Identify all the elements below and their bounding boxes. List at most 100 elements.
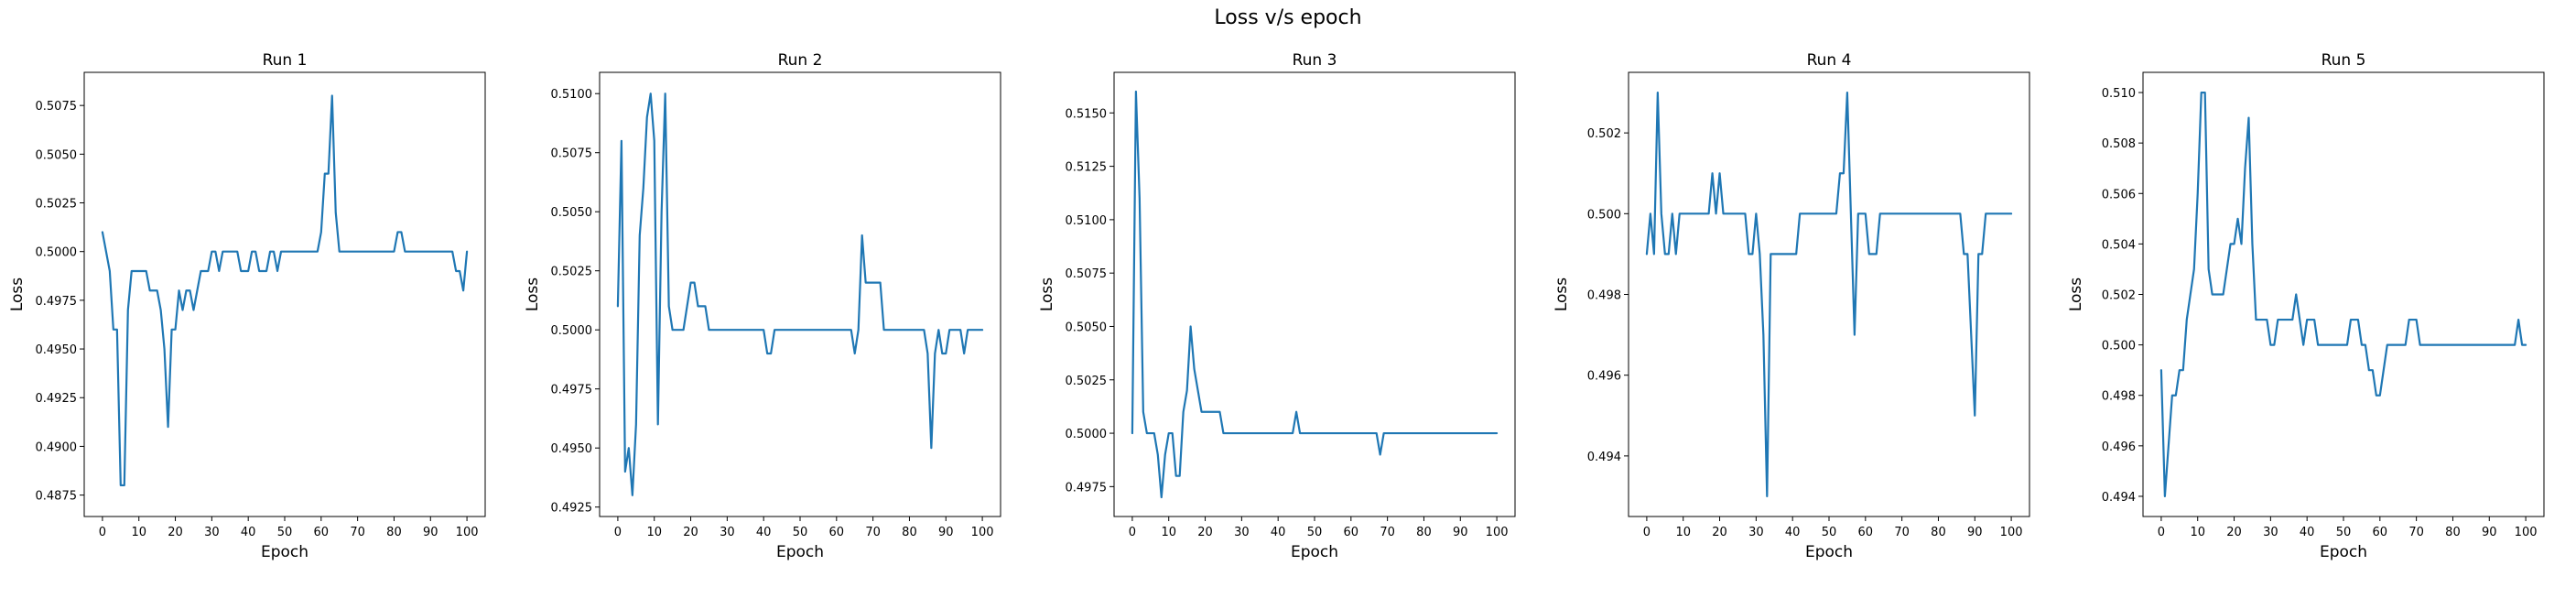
x-tick-label: 100	[1486, 526, 1509, 539]
y-tick-label: 0.5075	[36, 100, 78, 114]
y-tick-label: 0.4925	[36, 392, 78, 406]
y-tick-label: 0.5000	[36, 246, 78, 260]
x-axis-label: Epoch	[776, 543, 824, 561]
x-tick-label: 100	[971, 526, 994, 539]
x-tick-label: 10	[1675, 526, 1691, 539]
y-tick-label: 0.496	[1587, 370, 1621, 384]
x-tick-label: 10	[2190, 526, 2205, 539]
y-tick-label: 0.5075	[1066, 267, 1108, 281]
x-tick-label: 40	[756, 526, 772, 539]
x-tick-label: 50	[1307, 526, 1323, 539]
y-tick-label: 0.5050	[551, 206, 593, 220]
x-tick-label: 90	[1967, 526, 1983, 539]
y-tick-label: 0.498	[2102, 390, 2136, 404]
x-tick-label: 0	[1643, 526, 1651, 539]
subplot-run-2: Run 2 0 10 20 30 40 50 60 70 80 90 100 0.4925 0.4950 0…	[524, 51, 1001, 561]
x-tick-label: 80	[386, 526, 402, 539]
x-tick-label: 0	[99, 526, 106, 539]
y-tick-label: 0.500	[1587, 208, 1621, 222]
x-tick-label: 90	[938, 526, 954, 539]
y-axis-label: Loss	[1038, 277, 1056, 311]
x-axis-label: Epoch	[261, 543, 308, 561]
x-tick-label: 10	[646, 526, 662, 539]
y-tick-label: 0.5125	[1066, 161, 1108, 175]
series-line-loss	[101, 94, 469, 487]
axes-frame	[83, 71, 486, 517]
x-tick-label: 20	[1197, 526, 1213, 539]
y-tick-label: 0.5075	[551, 147, 593, 161]
x-tick-label: 100	[2515, 526, 2538, 539]
y-tick-label: 0.5100	[551, 88, 593, 102]
y-axis-label: Loss	[8, 277, 27, 311]
y-tick-label: 0.502	[2102, 289, 2136, 303]
y-tick-label: 0.502	[1587, 127, 1621, 141]
y-tick-label: 0.4950	[551, 442, 593, 456]
x-tick-label: 60	[2373, 526, 2388, 539]
y-tick-label: 0.4875	[36, 490, 78, 504]
y-axis-label: Loss	[1553, 277, 1571, 311]
x-tick-label: 30	[2263, 526, 2278, 539]
x-tick-label: 80	[1931, 526, 1946, 539]
x-axis-label: Epoch	[2320, 543, 2367, 561]
x-tick-label: 10	[1161, 526, 1176, 539]
subplots: Run 10 10 20 30 40 50 60 70 80 90 1000.48750.49000…	[8, 51, 2545, 561]
subplot-run-1: Run 1 0 10 20 30 40 50 60 70 80 90 100 0.4875 0.4900 0…	[8, 51, 486, 561]
y-tick-label: 0.5050	[1066, 321, 1108, 334]
y-tick-label: 0.5050	[36, 148, 78, 162]
y-tick-label: 0.4900	[36, 440, 78, 454]
y-tick-label: 0.498	[1587, 289, 1621, 303]
y-tick-label: 0.496	[2102, 440, 2136, 454]
x-tick-label: 80	[902, 526, 917, 539]
x-tick-label: 0	[614, 526, 622, 539]
y-tick-label: 0.5150	[1066, 107, 1108, 121]
x-tick-label: 40	[241, 526, 256, 539]
x-tick-label: 20	[2226, 526, 2242, 539]
y-tick-label: 0.5025	[1066, 375, 1108, 388]
x-tick-label: 20	[683, 526, 698, 539]
x-tick-label: 40	[2300, 526, 2315, 539]
y-tick-label: 0.5000	[551, 324, 593, 338]
y-axis-label: Loss	[2067, 277, 2085, 311]
x-tick-label: 0	[2158, 526, 2165, 539]
x-tick-label: 70	[1894, 526, 1910, 539]
x-tick-label: 90	[423, 526, 438, 539]
x-tick-label: 30	[720, 526, 735, 539]
x-tick-label: 50	[1822, 526, 1837, 539]
series-line-loss	[616, 92, 984, 496]
y-tick-label: 0.5025	[551, 266, 593, 279]
x-tick-label: 60	[314, 526, 330, 539]
x-tick-label: 10	[131, 526, 146, 539]
y-tick-label: 0.4975	[551, 384, 593, 397]
x-axis-label: Epoch	[1805, 543, 1853, 561]
x-tick-label: 70	[350, 526, 365, 539]
y-tick-label: 0.5000	[1066, 428, 1108, 441]
x-tick-label: 60	[1344, 526, 1359, 539]
series-line-loss	[1645, 91, 2013, 498]
subplot-title: Run 4	[1807, 51, 1852, 70]
x-tick-label: 20	[168, 526, 183, 539]
x-tick-label: 0	[1129, 526, 1136, 539]
x-tick-label: 80	[1416, 526, 1432, 539]
y-tick-label: 0.510	[2102, 87, 2136, 101]
y-tick-label: 0.4925	[551, 502, 593, 516]
y-axis-label: Loss	[524, 277, 542, 311]
x-tick-label: 70	[1380, 526, 1395, 539]
y-tick-label: 0.504	[2102, 238, 2136, 252]
x-tick-label: 60	[1858, 526, 1874, 539]
subplot-title: Run 2	[778, 51, 823, 70]
subplot-run-3: Run 3 0 10 20 30 40 50 60 70 80 90 100 0.4975 0.5000 0…	[1038, 51, 1516, 561]
subplot-run-5: Run 5 0 10 20 30 40 50 60 70 80 90 100 0.494 0.496 0.4…	[2067, 51, 2545, 561]
series-line-loss	[1131, 90, 1499, 499]
x-tick-label: 80	[2445, 526, 2461, 539]
x-tick-label: 70	[865, 526, 881, 539]
subplot-run-4: Run 4 0 10 20 30 40 50 60 70 80 90 100 0.494 0.496 0.4…	[1553, 51, 2030, 561]
y-tick-label: 0.4975	[36, 295, 78, 309]
y-tick-label: 0.494	[1587, 451, 1621, 464]
axes-frame	[599, 71, 1001, 517]
x-tick-label: 30	[1748, 526, 1764, 539]
y-tick-label: 0.4975	[1066, 481, 1108, 495]
x-tick-label: 20	[1712, 526, 1727, 539]
y-tick-label: 0.500	[2102, 340, 2136, 353]
